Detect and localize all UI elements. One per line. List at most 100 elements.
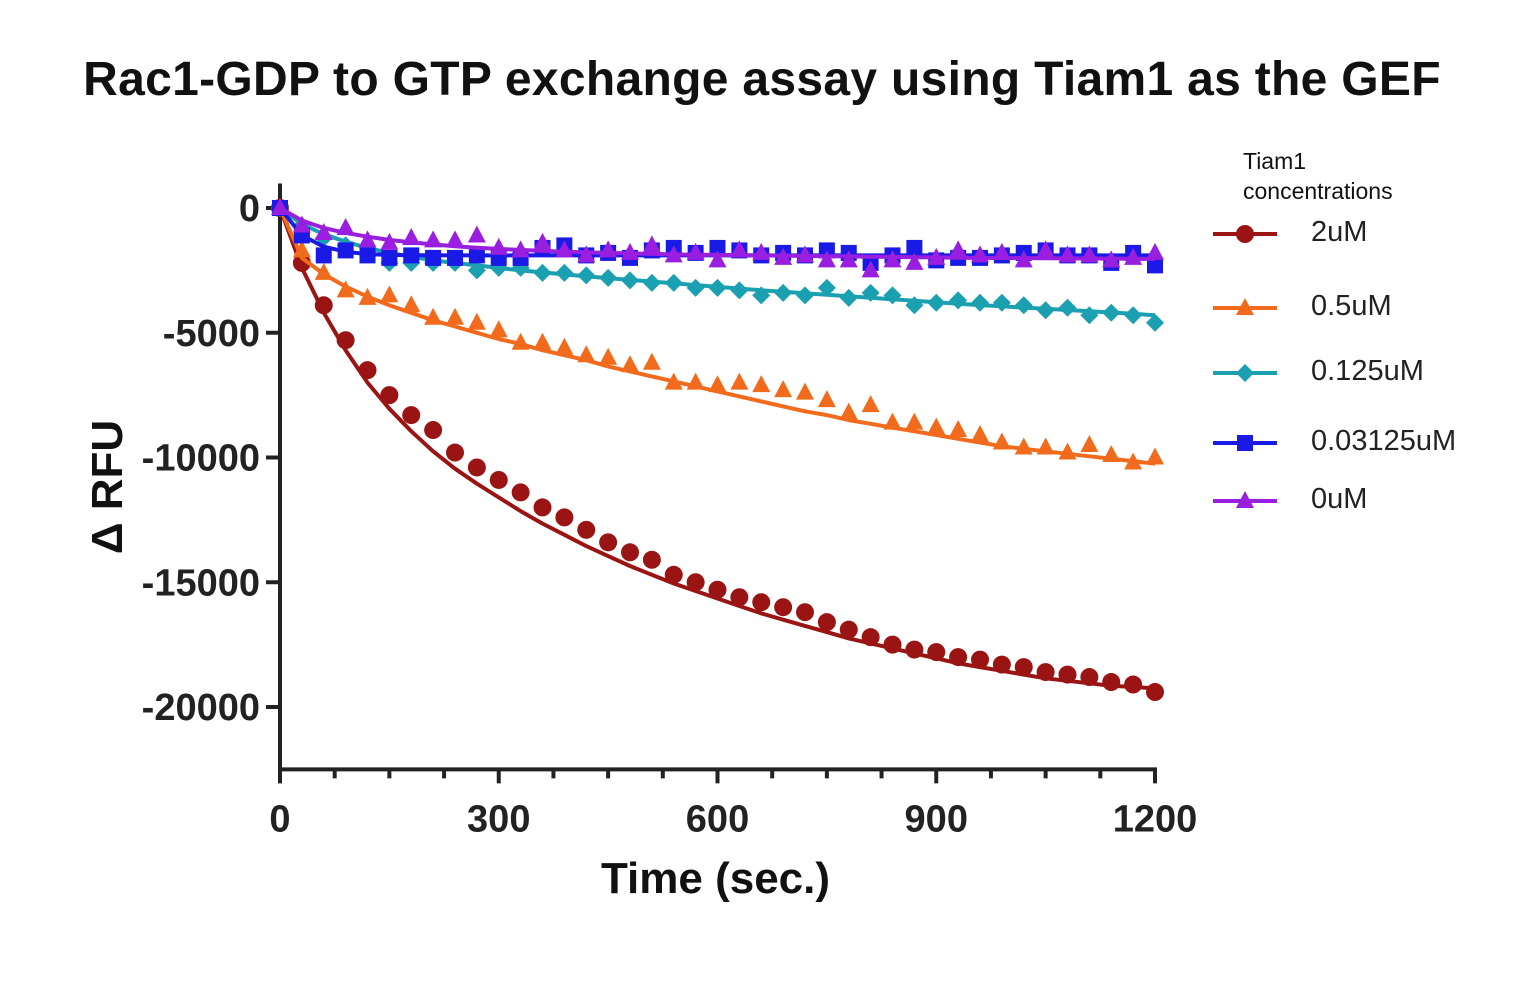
data-point (1124, 675, 1143, 694)
data-point (817, 250, 836, 268)
data-point (1058, 442, 1077, 460)
data-point (359, 247, 376, 264)
data-point (708, 250, 727, 268)
data-point (402, 227, 421, 245)
legend-label: 0.03125uM (1311, 425, 1457, 457)
data-point (664, 372, 683, 390)
data-point (949, 420, 968, 438)
data-point (336, 280, 355, 298)
data-point (686, 242, 705, 260)
data-point (992, 293, 1011, 312)
data-point (1102, 673, 1121, 692)
data-point (358, 361, 377, 380)
series-layer (271, 198, 1164, 702)
data-point (555, 337, 574, 355)
legend-label: 0.5uM (1311, 290, 1392, 322)
data-point (1124, 306, 1143, 325)
data-point (730, 240, 749, 258)
data-point (1147, 257, 1163, 274)
data-point (446, 230, 464, 248)
data-point (1014, 250, 1033, 268)
data-point (949, 291, 968, 310)
data-point (752, 375, 771, 393)
data-point (621, 271, 639, 290)
legend-title-text: Tiam1 concentrations (1243, 148, 1393, 204)
legend-marker (1236, 298, 1254, 315)
data-point (533, 498, 552, 517)
y-tick-label: -5000 (163, 313, 260, 355)
data-point (314, 296, 333, 315)
data-point (774, 247, 793, 265)
data-point (883, 635, 902, 654)
data-point (1058, 665, 1077, 684)
data-point (403, 247, 420, 264)
x-tick-label: 300 (467, 798, 530, 840)
data-point (1036, 301, 1055, 320)
data-point (861, 260, 880, 278)
data-point (555, 240, 574, 258)
data-point (599, 347, 618, 365)
data-point (906, 239, 923, 256)
data-point (446, 307, 464, 325)
data-point (511, 332, 530, 350)
data-point (905, 640, 924, 659)
data-point (533, 232, 552, 250)
data-point (380, 386, 399, 405)
data-point (730, 281, 749, 300)
data-point (621, 543, 639, 562)
series-0-5uM (271, 198, 1164, 470)
data-point (1036, 663, 1055, 682)
data-point (489, 320, 508, 338)
legend-label: 0uM (1311, 483, 1368, 515)
data-point (1146, 242, 1164, 260)
y-tick-label: -15000 (142, 562, 260, 604)
data-point (336, 331, 355, 350)
data-point (642, 273, 661, 292)
legend-label: 0.125uM (1311, 355, 1424, 387)
data-point (358, 287, 377, 305)
x-tick-label: 1200 (1113, 798, 1198, 840)
data-point (577, 245, 596, 263)
data-point (796, 382, 814, 400)
data-point (381, 249, 398, 266)
data-point (971, 425, 989, 443)
data-point (905, 412, 924, 430)
data-point (511, 483, 530, 502)
data-point (555, 508, 574, 527)
data-point (709, 239, 726, 256)
data-point (752, 242, 771, 260)
data-point (424, 307, 443, 325)
data-point (1036, 240, 1055, 258)
data-point (883, 286, 902, 305)
data-point (1080, 668, 1099, 687)
legend-label: 2uM (1311, 216, 1368, 248)
data-point (1080, 306, 1099, 325)
legend-marker (1236, 364, 1254, 382)
data-point (446, 443, 464, 462)
data-point (1124, 247, 1143, 265)
legend-marker (1236, 491, 1254, 508)
data-point (425, 249, 442, 266)
data-point (467, 312, 486, 330)
data-point (1146, 313, 1164, 332)
data-point (336, 217, 355, 235)
data-point (1146, 683, 1164, 702)
y-axis-label: Δ RFU (83, 420, 132, 554)
data-point (467, 225, 486, 243)
data-point (468, 247, 485, 264)
data-point (839, 620, 858, 639)
data-point (621, 355, 639, 373)
data-point (1036, 437, 1055, 455)
data-point (533, 263, 552, 282)
data-point (314, 262, 333, 280)
data-point (817, 390, 836, 408)
legend-marker (1236, 225, 1254, 243)
data-point (861, 283, 880, 302)
data-point (642, 550, 661, 569)
data-point (730, 372, 749, 390)
data-point (1058, 245, 1077, 263)
data-point (380, 232, 399, 250)
data-point (1080, 245, 1099, 263)
data-point (927, 247, 946, 265)
